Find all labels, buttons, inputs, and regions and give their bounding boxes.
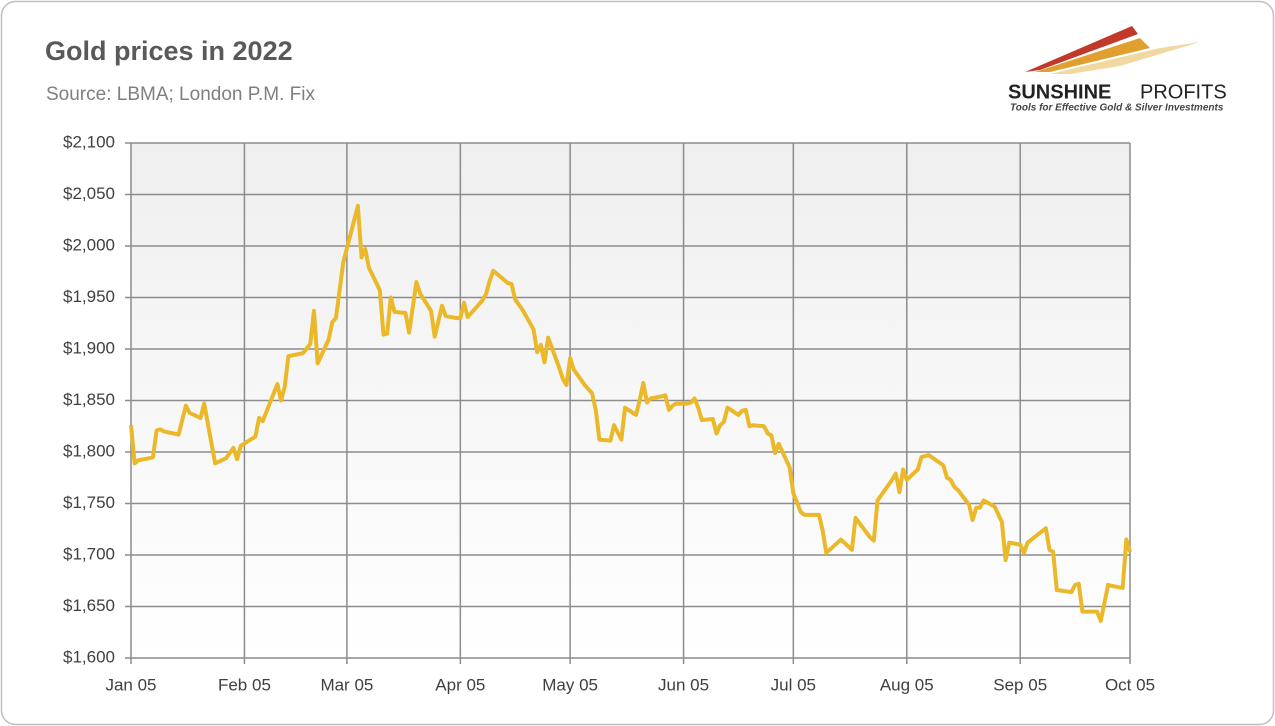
logo-swoosh bbox=[1035, 38, 1150, 72]
y-tick-label: $2,050 bbox=[63, 184, 115, 203]
x-tick-label: Feb 05 bbox=[218, 675, 271, 694]
price-line bbox=[129, 203, 1132, 623]
x-tick-label: Apr 05 bbox=[435, 675, 485, 694]
x-tick-label: Mar 05 bbox=[320, 675, 373, 694]
x-tick-label: Sep 05 bbox=[993, 675, 1047, 694]
y-tick-label: $2,000 bbox=[63, 235, 115, 254]
y-tick-label: $1,900 bbox=[63, 338, 115, 357]
x-tick-label: Aug 05 bbox=[880, 675, 934, 694]
chart-title: Gold prices in 2022 bbox=[45, 36, 293, 66]
y-tick-label: $1,700 bbox=[63, 544, 115, 563]
y-tick-label: $1,950 bbox=[63, 287, 115, 306]
y-tick-label: $2,100 bbox=[63, 132, 115, 151]
x-tick-label: May 05 bbox=[542, 675, 598, 694]
y-tick-label: $1,750 bbox=[63, 493, 115, 512]
y-tick-label: $1,650 bbox=[63, 596, 115, 615]
y-tick-label: $1,600 bbox=[63, 647, 115, 666]
y-tick-label: $1,800 bbox=[63, 441, 115, 460]
x-tick-label: Jun 05 bbox=[658, 675, 709, 694]
x-tick-label: Jan 05 bbox=[105, 675, 156, 694]
logo: SUNSHINE PROFITS Tools for Effective Gol… bbox=[1008, 26, 1227, 114]
logo-name: PROFITS bbox=[1140, 81, 1227, 103]
logo-swoosh bbox=[1050, 42, 1200, 74]
x-tick-label: Jul 05 bbox=[771, 675, 816, 694]
logo-swoosh bbox=[1025, 26, 1138, 72]
logo-tagline: Tools for Effective Gold & Silver Invest… bbox=[1010, 103, 1224, 114]
logo-name: SUNSHINE bbox=[1008, 81, 1111, 103]
chart-subtitle: Source: LBMA; London P.M. Fix bbox=[46, 84, 315, 105]
x-tick-label: Oct 05 bbox=[1105, 675, 1155, 694]
y-tick-label: $1,850 bbox=[63, 390, 115, 409]
